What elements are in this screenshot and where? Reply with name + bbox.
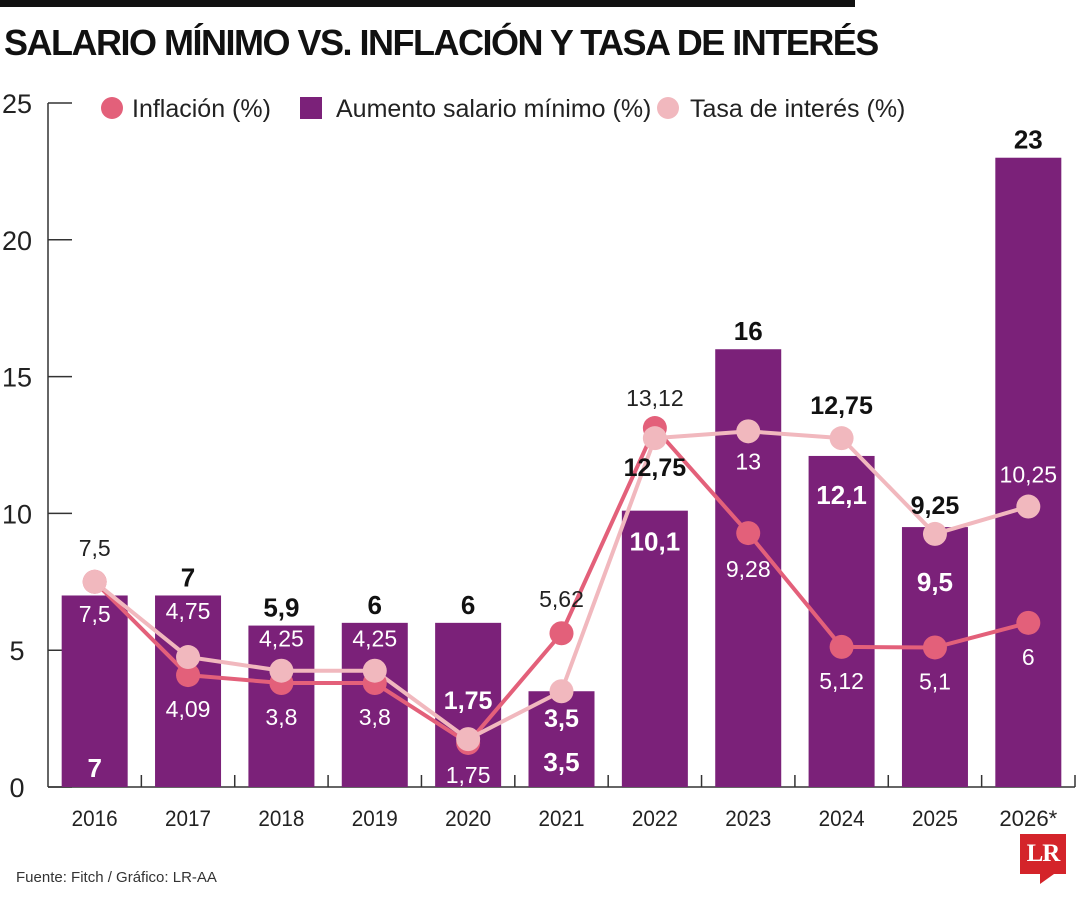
interest-value-label: 12,75: [624, 454, 687, 482]
inflation-point: [922, 635, 947, 660]
bar-value-label: 10,1: [630, 527, 681, 557]
inflation-point: [829, 634, 854, 659]
interest-point: [922, 521, 947, 546]
inflation-value-label: 5,1: [919, 668, 951, 694]
x-tick-label: 2019: [352, 806, 398, 831]
legend-label-salary: Aumento salario mínimo (%): [336, 95, 651, 123]
interest-point: [736, 419, 761, 444]
interest-value-label: 1,75: [444, 687, 493, 715]
y-tick-label: 25: [2, 89, 32, 119]
interest-point: [362, 658, 387, 683]
bar-value-label: 6: [368, 590, 382, 620]
y-tick-label: 0: [9, 773, 24, 803]
interest-value-label: 7,5: [79, 535, 111, 561]
inflation-value-label: 4,09: [166, 696, 211, 722]
bar-value-label: 5,9: [263, 593, 299, 623]
chart-title: SALARIO MÍNIMO VS. INFLACIÓN Y TASA DE I…: [4, 22, 879, 63]
interest-point: [642, 426, 667, 451]
bar-value-label: 3,5: [543, 747, 579, 777]
interest-value-label: 12,75: [810, 392, 873, 420]
interest-value-label: 13: [735, 448, 761, 474]
inflation-value-label: 3,8: [265, 704, 297, 730]
inflation-point: [1016, 610, 1041, 635]
bar-value-label: 9,5: [917, 567, 953, 597]
interest-value-label: 4,25: [352, 626, 397, 652]
x-tick-label: 2018: [258, 806, 304, 831]
x-tick-label: 2023: [725, 806, 771, 831]
bar-salary: [341, 622, 408, 787]
bar-salary: [155, 595, 222, 787]
x-tick-label: 2025: [912, 806, 958, 831]
x-tick-label: 2026*: [999, 806, 1057, 831]
legend-label-inflation: Inflación (%): [132, 95, 271, 123]
y-tick-label: 5: [9, 636, 24, 666]
source-note: Fuente: Fitch / Gráfico: LR-AA: [16, 869, 217, 886]
interest-point: [176, 645, 201, 670]
y-tick-label: 10: [2, 499, 32, 529]
inflation-value-label: 3,8: [359, 704, 391, 730]
x-tick-label: 2022: [632, 806, 678, 831]
y-tick-label: 20: [2, 226, 32, 256]
interest-point: [829, 426, 854, 451]
x-tick-label: 2020: [445, 806, 491, 831]
inflation-value-label: 5,12: [819, 668, 864, 694]
bar-value-label: 23: [1014, 125, 1043, 155]
logo-tail: [1040, 874, 1054, 884]
bar-value-label: 12,1: [816, 480, 867, 510]
legend-marker-salary: [300, 97, 322, 119]
interest-value-label: 10,25: [1000, 462, 1058, 488]
x-tick-label: 2017: [165, 806, 211, 831]
top-rule: [0, 0, 855, 7]
bar-value-label: 7: [181, 562, 195, 592]
legend-marker-interest: [657, 97, 679, 119]
inflation-value-label: 6: [1022, 644, 1035, 670]
y-tick-label: 15: [2, 363, 32, 393]
interest-point: [549, 679, 574, 704]
bar-salary: [248, 625, 315, 787]
bar-value-label: 7: [87, 753, 101, 783]
bar-salary: [995, 157, 1062, 788]
lr-logo: LR: [1020, 834, 1066, 884]
inflation-point: [176, 663, 201, 688]
inflation-value-label: 1,75: [446, 762, 491, 788]
interest-point: [1016, 494, 1041, 519]
interest-value-label: 4,75: [166, 598, 211, 624]
bar-value-label: 6: [461, 590, 475, 620]
inflation-value-label: 9,28: [726, 556, 771, 582]
bar-salary: [621, 510, 688, 787]
legend-label-interest: Tasa de interés (%): [690, 95, 905, 123]
inflation-point: [549, 621, 574, 646]
bar-salary: [61, 595, 128, 787]
bar-salary: [435, 622, 502, 787]
bar-salary: [528, 691, 595, 787]
logo-box: LR: [1020, 834, 1066, 874]
inflation-value-label: 5,62: [539, 586, 584, 612]
interest-value-label: 3,5: [544, 705, 579, 733]
x-tick-label: 2016: [72, 806, 118, 831]
interest-point: [269, 658, 294, 683]
inflation-value-label: 13,12: [626, 385, 684, 411]
interest-value-label: 4,25: [259, 626, 304, 652]
inflation-value-label: 7,5: [79, 601, 111, 627]
interest-point: [456, 727, 481, 752]
x-tick-label: 2021: [539, 806, 585, 831]
x-tick-label: 2024: [819, 806, 865, 831]
legend-marker-inflation: [101, 97, 123, 119]
interest-value-label: 9,25: [911, 492, 960, 520]
inflation-point: [736, 521, 761, 546]
bar-value-label: 16: [734, 316, 763, 346]
interest-point: [82, 569, 107, 594]
